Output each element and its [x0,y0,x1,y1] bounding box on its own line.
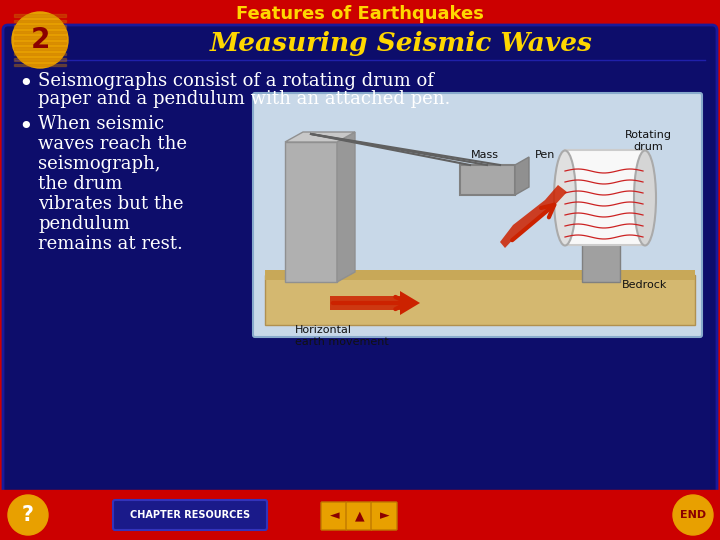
Text: vibrates but the: vibrates but the [38,195,184,213]
Polygon shape [330,296,405,310]
Bar [285,142,337,282]
Text: ►: ► [380,510,390,523]
Text: pendulum: pendulum [38,215,130,233]
FancyBboxPatch shape [3,25,717,497]
Text: Mass: Mass [471,150,499,160]
Circle shape [8,495,48,535]
Bar [14,25,66,28]
Bar [14,58,66,60]
Circle shape [12,12,68,68]
Text: Pen: Pen [535,150,555,160]
Polygon shape [337,132,355,282]
Text: Bedrock: Bedrock [622,280,667,290]
Text: Features of Earthquakes: Features of Earthquakes [236,5,484,23]
Text: When seismic: When seismic [38,115,164,133]
Polygon shape [285,132,355,142]
Bar [14,14,66,17]
Text: ▲: ▲ [355,510,365,523]
FancyBboxPatch shape [321,502,347,530]
Text: CHAPTER RESOURCES: CHAPTER RESOURCES [130,510,250,520]
Bar [14,47,66,50]
Ellipse shape [634,151,656,246]
Polygon shape [265,275,695,325]
FancyBboxPatch shape [253,93,702,337]
FancyBboxPatch shape [371,502,397,530]
Text: Horizontal
earth movement: Horizontal earth movement [295,325,389,347]
Text: the drum: the drum [38,175,122,193]
FancyBboxPatch shape [113,500,267,530]
Text: waves reach the: waves reach the [38,135,187,153]
Bar [0,490,720,540]
Bar [14,36,66,38]
Text: •: • [18,72,32,96]
Polygon shape [265,270,695,280]
Polygon shape [500,185,567,248]
Circle shape [673,495,713,535]
Bar [460,165,515,195]
Bar [14,19,66,22]
Bar [14,52,66,55]
Bar [582,242,620,282]
Polygon shape [515,157,529,195]
Bar [14,30,66,33]
Text: ◄: ◄ [330,510,340,523]
Bar [14,42,66,44]
Text: ?: ? [22,505,34,525]
Bar [14,64,66,66]
Text: Seismographs consist of a rotating drum of: Seismographs consist of a rotating drum … [38,72,434,90]
FancyBboxPatch shape [346,502,372,530]
Text: 2: 2 [30,26,50,54]
Polygon shape [400,291,420,315]
Text: Measuring Seismic Waves: Measuring Seismic Waves [210,30,593,56]
Text: END: END [680,510,706,520]
Text: seismograph,: seismograph, [38,155,161,173]
Text: •: • [18,115,32,139]
Text: Rotating
drum: Rotating drum [624,130,672,152]
Ellipse shape [554,151,576,246]
Text: paper and a pendulum with an attached pen.: paper and a pendulum with an attached pe… [38,90,451,108]
Bar [565,150,645,245]
Text: remains at rest.: remains at rest. [38,235,183,253]
